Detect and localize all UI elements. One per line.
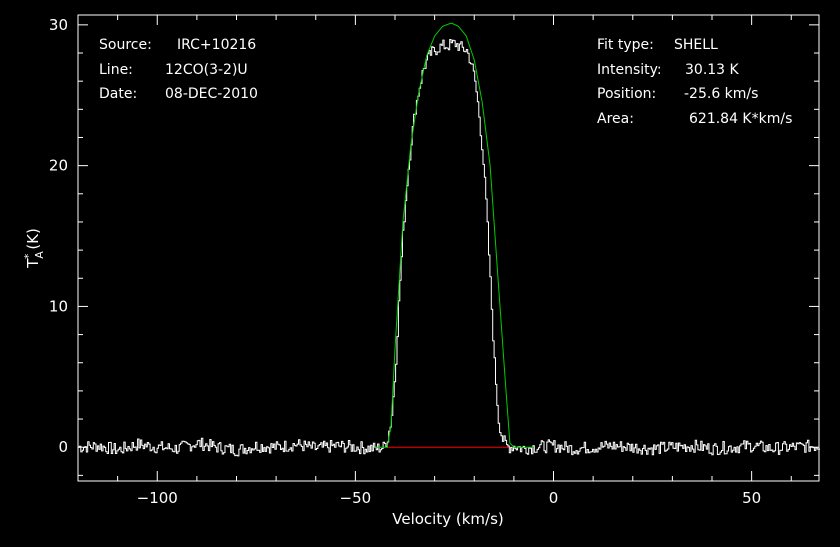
source-value: IRC+10216: [177, 37, 257, 53]
intensity-value: 30.13 K: [685, 62, 739, 78]
intensity-label: Intensity:: [597, 62, 662, 78]
date-value: 08-DEC-2010: [165, 86, 258, 102]
x-tick-label: −50: [340, 489, 372, 507]
fit-type-value: SHELL: [674, 37, 718, 53]
x-axis: −100 −50 0 50: [77, 15, 792, 507]
date-label: Date:: [99, 86, 138, 102]
area-value: 621.84 K*km/s: [689, 111, 793, 127]
x-tick-label: 0: [549, 489, 559, 507]
fit-type-label: Fit type:: [597, 37, 654, 53]
line-label: Line:: [99, 62, 133, 78]
y-tick-label: 0: [58, 438, 68, 456]
plot-frame: [77, 14, 820, 482]
fit-line: [375, 22, 534, 448]
position-value: -25.6 km/s: [684, 86, 759, 102]
y-tick-label: 10: [49, 297, 68, 315]
line-value: 12CO(3-2)U: [165, 62, 248, 78]
y-axis: 0 10 20 30: [49, 16, 819, 476]
spectrum-line: [78, 39, 820, 457]
x-tick-label: −100: [137, 489, 178, 507]
x-axis-title: Velocity (km/s): [392, 510, 503, 528]
svg-text:TA*(K): TA*(K): [22, 228, 46, 269]
y-tick-label: 30: [49, 16, 68, 34]
position-label: Position:: [597, 86, 657, 102]
y-axis-title: TA*(K): [22, 228, 46, 269]
y-tick-label: 20: [49, 157, 68, 175]
area-label: Area:: [597, 111, 634, 127]
source-label: Source:: [99, 37, 152, 53]
x-tick-label: 50: [742, 489, 761, 507]
